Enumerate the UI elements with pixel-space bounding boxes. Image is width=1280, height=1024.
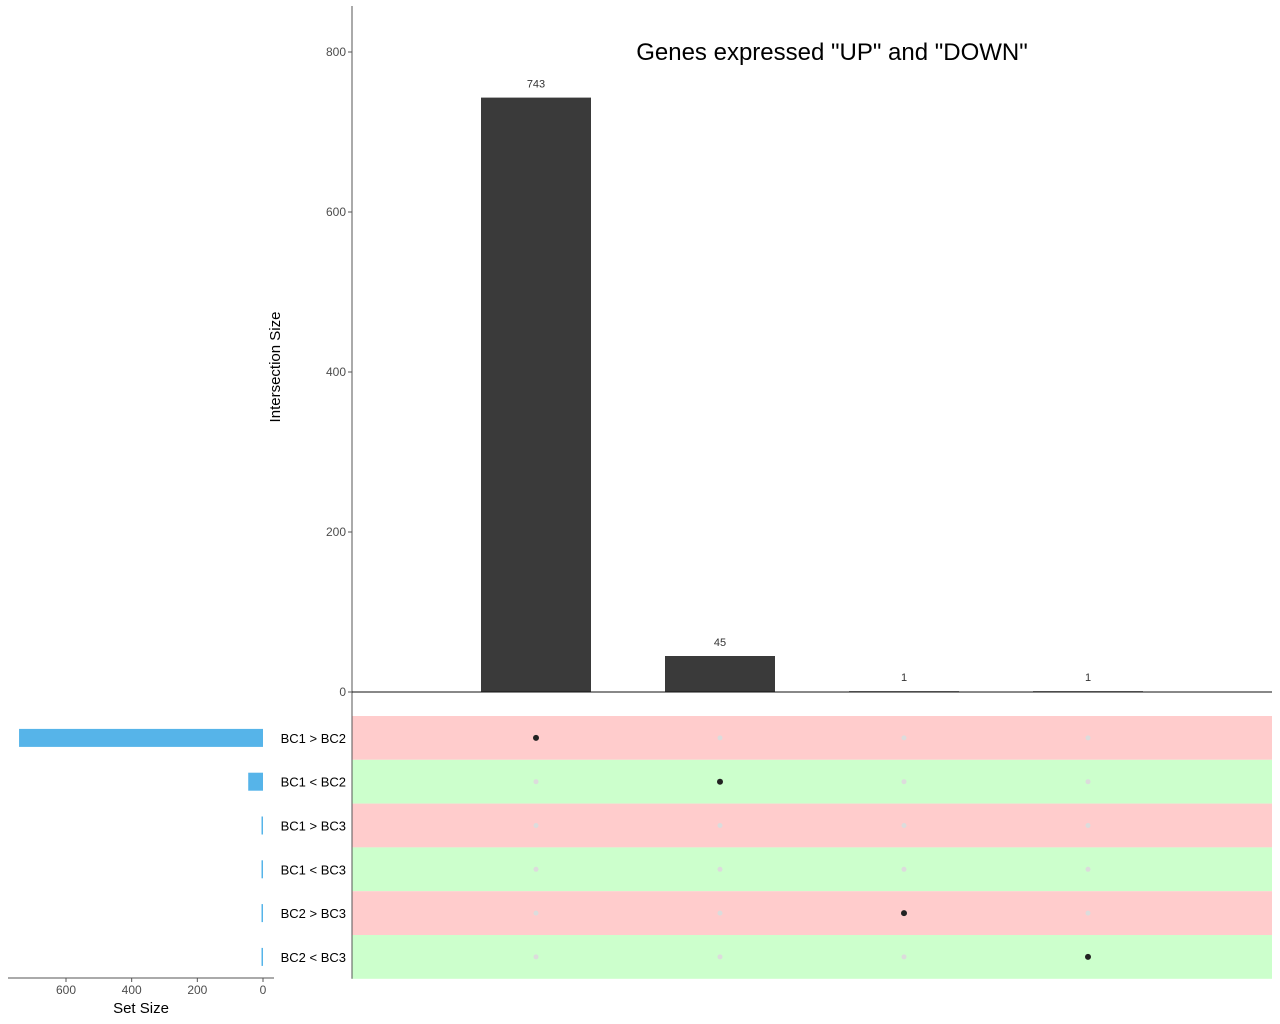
- set-label: BC1 > BC3: [281, 819, 346, 834]
- matrix-dot-inactive: [533, 823, 539, 828]
- set-labels: BC1 > BC2 BC1 < BC2 BC1 > BC3 BC1 < BC3 BC2 …: [281, 731, 346, 965]
- matrix-dot-active: [1085, 953, 1091, 960]
- intersection-y-axis: 0 200 400 600 800: [326, 6, 1272, 979]
- y-tick-label: 200: [326, 525, 346, 539]
- set-size-bar: [261, 816, 263, 835]
- matrix-dot-inactive: [1085, 823, 1091, 828]
- matrix-dot-inactive: [1085, 866, 1091, 872]
- x-axis-title: Set Size: [113, 1000, 169, 1017]
- matrix-dot-inactive: [901, 866, 907, 872]
- matrix-row-backgrounds: [352, 716, 1272, 979]
- matrix-dot-active: [717, 778, 723, 785]
- matrix-dot-active: [533, 734, 539, 741]
- matrix-dot-inactive: [901, 954, 907, 960]
- set-label: BC2 < BC3: [281, 950, 346, 965]
- intersection-bar-labels: 743 45 1 1: [527, 79, 1091, 685]
- set-size-bar: [261, 947, 263, 966]
- intersection-bar-label: 743: [527, 79, 545, 91]
- matrix-dot-inactive: [1085, 735, 1091, 741]
- matrix-dot-inactive: [533, 954, 539, 960]
- matrix-dot-inactive: [717, 823, 723, 828]
- matrix-row-bg: [352, 891, 1272, 935]
- matrix-dot-inactive: [533, 779, 539, 785]
- intersection-bar: [481, 97, 591, 693]
- y-tick-label: 400: [326, 365, 346, 379]
- matrix-row-bg: [352, 759, 1272, 804]
- intersection-bar-label: 45: [714, 637, 726, 649]
- set-axis-tick-label: 400: [122, 983, 142, 997]
- matrix-dot-active: [901, 910, 907, 917]
- intersection-bar-label: 1: [901, 672, 907, 684]
- set-size-bar: [261, 860, 263, 879]
- matrix-dot-inactive: [717, 910, 723, 916]
- set-size-bar: [248, 772, 263, 791]
- set-size-axis: 600 400 200 0: [8, 977, 274, 997]
- y-tick-label: 600: [326, 205, 346, 219]
- set-label: BC1 < BC3: [281, 862, 346, 877]
- set-axis-tick-label: 0: [260, 983, 267, 997]
- set-axis-tick-label: 600: [56, 983, 76, 997]
- set-label: BC2 > BC3: [281, 906, 346, 921]
- y-axis-title: Intersection Size: [267, 312, 284, 423]
- intersection-bar-label: 1: [1085, 672, 1091, 684]
- set-label: BC1 > BC2: [281, 731, 346, 746]
- matrix-dot-inactive: [717, 735, 723, 741]
- matrix-dot-inactive: [901, 779, 907, 785]
- intersection-bars: [481, 97, 1143, 693]
- matrix-row-bg: [352, 716, 1272, 760]
- set-size-bar: [261, 904, 263, 923]
- matrix-dot-inactive: [717, 866, 723, 872]
- matrix-dot-inactive: [717, 954, 723, 960]
- matrix-dots: [533, 734, 1091, 960]
- set-axis-tick-label: 200: [187, 983, 207, 997]
- y-tick-label: 800: [326, 45, 346, 59]
- set-label: BC1 < BC2: [281, 775, 346, 790]
- matrix-dot-inactive: [901, 823, 907, 828]
- matrix-dot-inactive: [533, 866, 539, 872]
- matrix-row-bg: [352, 935, 1272, 979]
- matrix-row-bg: [352, 803, 1272, 848]
- chart-title: Genes expressed "UP" and "DOWN": [636, 39, 1028, 66]
- intersection-bar: [665, 656, 775, 692]
- matrix-dot-inactive: [1085, 910, 1091, 916]
- matrix-row-bg: [352, 847, 1272, 892]
- set-size-bars: [19, 728, 263, 966]
- matrix-dot-inactive: [533, 910, 539, 916]
- set-size-bar: [19, 728, 263, 747]
- matrix-dot-inactive: [901, 735, 907, 741]
- y-tick-label: 0: [339, 685, 346, 699]
- matrix-dot-inactive: [1085, 779, 1091, 785]
